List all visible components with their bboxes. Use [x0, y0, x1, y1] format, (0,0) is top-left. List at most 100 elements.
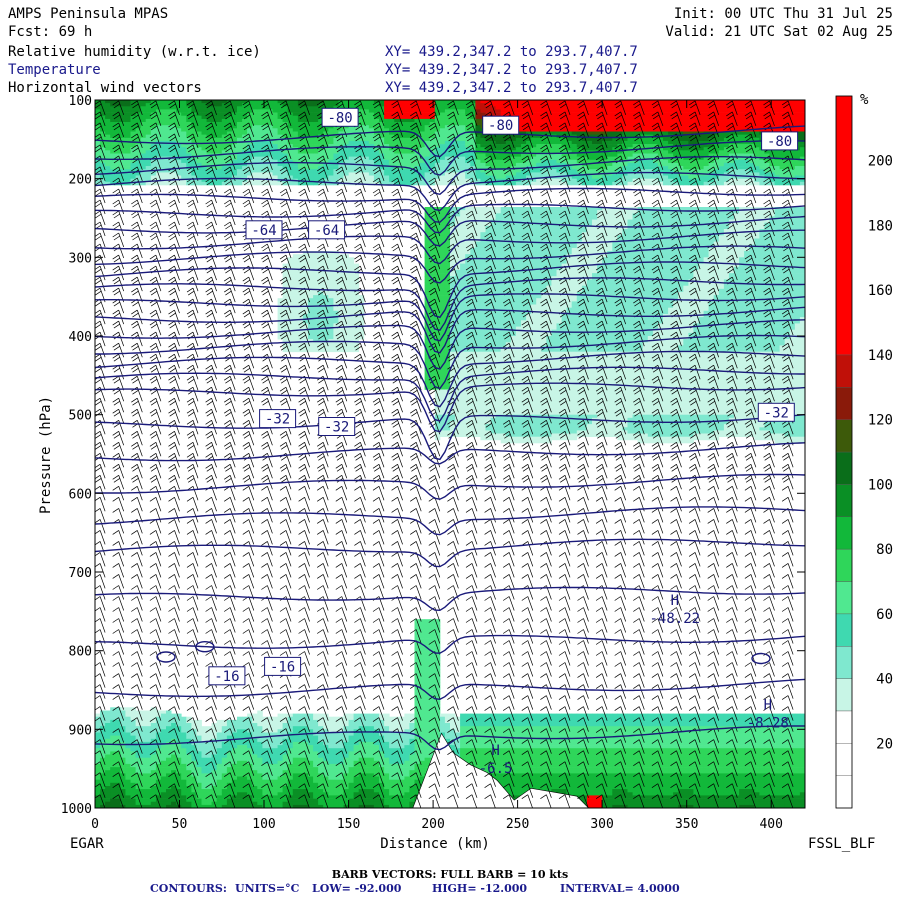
humidity-cell: [379, 162, 385, 167]
humidity-cell: [226, 726, 233, 730]
humidity-cell: [338, 295, 344, 299]
humidity-cell: [434, 175, 441, 179]
humidity-cell: [404, 122, 410, 126]
humidity-cell: [211, 175, 218, 179]
humidity-cell: [247, 131, 253, 135]
humidity-cell: [409, 716, 415, 721]
humidity-cell: [338, 263, 344, 268]
humidity-cell: [211, 178, 218, 183]
humidity-cell: [221, 770, 228, 774]
humidity-cell: [186, 153, 192, 157]
humidity-cell: [419, 723, 426, 727]
humidity-cell: [110, 112, 116, 117]
humidity-cell: [409, 713, 415, 718]
humidity-cell: [237, 732, 243, 736]
humidity-cell: [110, 767, 116, 771]
humidity-cell: [145, 159, 152, 164]
humidity-cell: [252, 792, 258, 796]
humidity-cell: [328, 323, 334, 327]
humidity-cell: [237, 754, 243, 758]
humidity-cell: [150, 707, 157, 711]
humidity-cell: [379, 178, 385, 183]
humidity-cell: [282, 288, 289, 293]
humidity-cell: [262, 748, 268, 752]
humidity-cell: [105, 770, 111, 774]
humidity-cell: [414, 719, 420, 724]
humidity-cell: [201, 773, 207, 777]
humidity-cell: [424, 216, 431, 220]
humidity-cell: [323, 332, 329, 337]
humidity-cell: [373, 748, 380, 752]
humidity-cell: [277, 317, 284, 321]
humidity-cell: [389, 732, 395, 736]
humidity-cell: [226, 122, 233, 126]
humidity-cell: [130, 109, 136, 113]
humidity-cell: [221, 153, 228, 157]
humidity-cell: [323, 757, 329, 762]
humidity-cell: [237, 150, 243, 154]
humidity-cell: [348, 713, 355, 718]
humidity-cell: [226, 760, 233, 765]
humidity-cell: [323, 257, 329, 261]
humidity-cell: [404, 716, 410, 721]
humidity-cell: [313, 342, 319, 346]
humidity-cell: [120, 147, 126, 151]
humidity-cell: [343, 339, 349, 343]
humidity-cell: [221, 150, 228, 154]
humidity-cell: [115, 723, 121, 727]
humidity-cell: [171, 726, 177, 730]
humidity-cell: [313, 103, 319, 107]
humidity-cell: [155, 103, 162, 107]
humidity-cell: [439, 219, 446, 224]
humidity-cell: [130, 754, 136, 758]
humidity-cell: [409, 741, 415, 746]
humidity-cell: [292, 162, 299, 167]
humidity-cell: [348, 134, 355, 139]
humidity-cell: [328, 125, 334, 129]
humidity-cell: [313, 122, 319, 126]
humidity-cell: [216, 735, 223, 740]
humidity-cell: [282, 282, 289, 286]
humidity-cell: [404, 726, 410, 730]
humidity-cell: [145, 723, 152, 727]
humidity-cell: [257, 169, 263, 173]
humidity-cell: [252, 751, 258, 755]
humidity-cell: [363, 122, 370, 126]
humidity-cell: [115, 779, 121, 784]
humidity-cell: [318, 713, 324, 718]
humidity-cell: [231, 137, 238, 142]
humidity-cell: [155, 181, 162, 186]
humidity-cell: [313, 269, 319, 274]
humidity-cell: [302, 273, 309, 277]
humidity-cell: [318, 150, 324, 154]
humidity-cell: [318, 779, 324, 784]
humidity-cell: [226, 792, 233, 796]
humidity-cell: [338, 336, 344, 340]
humidity-cell: [429, 707, 436, 711]
humidity-cell: [105, 134, 111, 139]
humidity-cell: [434, 424, 441, 428]
humidity-cell: [368, 109, 375, 113]
humidity-cell: [145, 153, 152, 157]
humidity-cell: [363, 729, 370, 733]
humidity-cell: [186, 181, 192, 186]
humidity-cell: [150, 745, 157, 749]
humidity-cell: [429, 738, 436, 743]
humidity-cell: [323, 298, 329, 302]
humidity-cell: [419, 707, 426, 711]
humidity-cell: [237, 770, 243, 774]
humidity-cell: [135, 804, 142, 808]
humidity-cell: [252, 716, 258, 721]
humidity-cell: [292, 332, 299, 337]
humidity-cell: [434, 638, 441, 642]
humidity-cell: [287, 317, 294, 321]
humidity-cell: [150, 770, 157, 774]
humidity-cell: [252, 140, 258, 145]
humidity-cell: [338, 137, 344, 142]
humidity-cell: [125, 162, 131, 167]
humidity-cell: [434, 628, 441, 633]
humidity-cell: [252, 763, 258, 768]
humidity-cell: [318, 804, 324, 808]
humidity-cell: [262, 782, 268, 787]
humidity-cell: [105, 751, 111, 755]
